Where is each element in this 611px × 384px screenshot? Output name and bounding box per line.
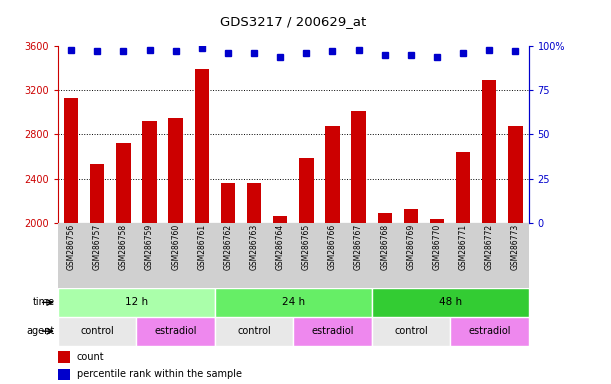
Bar: [136, 317, 215, 346]
Text: GSM286770: GSM286770: [433, 224, 442, 270]
Text: GSM286762: GSM286762: [224, 224, 232, 270]
Bar: [320, 223, 346, 288]
Bar: [371, 223, 398, 288]
Bar: [58, 223, 84, 288]
Bar: [189, 223, 215, 288]
Bar: [215, 288, 371, 317]
Text: GSM286766: GSM286766: [328, 224, 337, 270]
Bar: [424, 223, 450, 288]
Bar: [215, 317, 293, 346]
Text: GSM286768: GSM286768: [380, 224, 389, 270]
Bar: [58, 288, 215, 317]
Bar: [163, 223, 189, 288]
Text: GSM286772: GSM286772: [485, 224, 494, 270]
Bar: [136, 223, 163, 288]
Bar: [169, 118, 183, 384]
Text: GSM286763: GSM286763: [249, 224, 258, 270]
Bar: [215, 223, 241, 288]
Bar: [450, 317, 529, 346]
Text: GSM286756: GSM286756: [67, 224, 76, 270]
Bar: [378, 213, 392, 384]
Bar: [58, 351, 70, 363]
Bar: [142, 121, 156, 384]
Bar: [430, 219, 444, 384]
Bar: [502, 223, 529, 288]
Text: GSM286759: GSM286759: [145, 224, 154, 270]
Text: 24 h: 24 h: [282, 297, 305, 308]
Bar: [476, 223, 502, 288]
Text: control: control: [81, 326, 114, 336]
Bar: [351, 111, 366, 384]
Bar: [247, 183, 262, 384]
Text: estradiol: estradiol: [155, 326, 197, 336]
Bar: [90, 164, 104, 384]
Text: 12 h: 12 h: [125, 297, 148, 308]
Bar: [482, 80, 497, 384]
Text: GSM286771: GSM286771: [459, 224, 467, 270]
Text: control: control: [394, 326, 428, 336]
Text: time: time: [33, 297, 55, 308]
Text: GSM286758: GSM286758: [119, 224, 128, 270]
Text: estradiol: estradiol: [468, 326, 511, 336]
Bar: [116, 143, 131, 384]
Text: control: control: [237, 326, 271, 336]
Text: agent: agent: [27, 326, 55, 336]
Text: percentile rank within the sample: percentile rank within the sample: [77, 369, 242, 379]
Bar: [293, 223, 320, 288]
Bar: [371, 317, 450, 346]
Bar: [456, 152, 470, 384]
Bar: [111, 223, 136, 288]
Text: GDS3217 / 200629_at: GDS3217 / 200629_at: [220, 15, 367, 28]
Text: estradiol: estradiol: [311, 326, 354, 336]
Bar: [293, 317, 371, 346]
Text: GSM286760: GSM286760: [171, 224, 180, 270]
Text: GSM286761: GSM286761: [197, 224, 207, 270]
Bar: [325, 126, 340, 384]
Bar: [84, 223, 111, 288]
Text: GSM286769: GSM286769: [406, 224, 415, 270]
Bar: [299, 157, 313, 384]
Text: GSM286764: GSM286764: [276, 224, 285, 270]
Bar: [346, 223, 371, 288]
Bar: [267, 223, 293, 288]
Bar: [221, 183, 235, 384]
Bar: [273, 216, 287, 384]
Bar: [371, 288, 529, 317]
Text: GSM286765: GSM286765: [302, 224, 311, 270]
Bar: [64, 98, 78, 384]
Text: count: count: [77, 352, 104, 362]
Text: GSM286773: GSM286773: [511, 224, 520, 270]
Text: 48 h: 48 h: [439, 297, 462, 308]
Text: GSM286767: GSM286767: [354, 224, 363, 270]
Bar: [58, 369, 70, 380]
Bar: [450, 223, 476, 288]
Bar: [58, 317, 136, 346]
Bar: [398, 223, 424, 288]
Text: GSM286757: GSM286757: [93, 224, 102, 270]
Bar: [241, 223, 267, 288]
Bar: [508, 126, 522, 384]
Bar: [195, 69, 209, 384]
Bar: [404, 209, 418, 384]
